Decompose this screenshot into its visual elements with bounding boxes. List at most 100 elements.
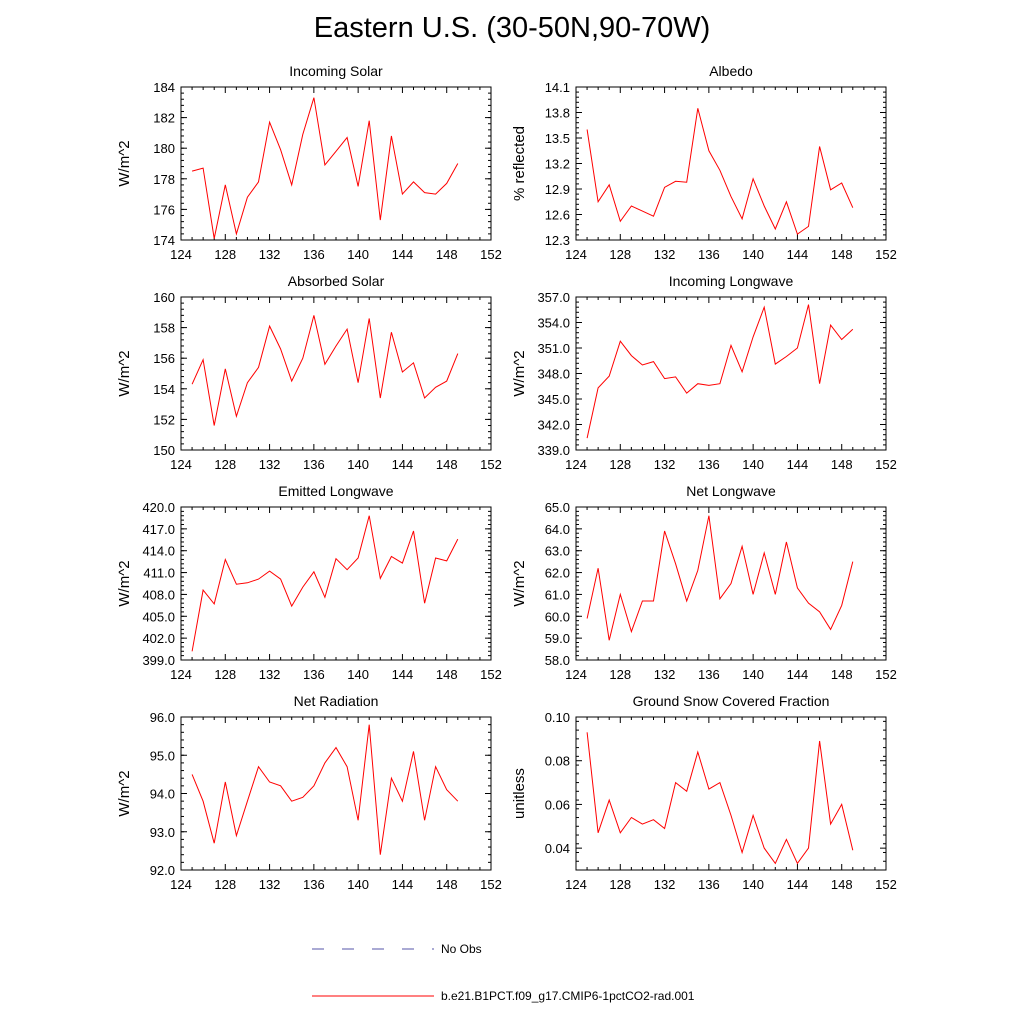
x-tick-label: 128 (214, 667, 236, 682)
x-tick-label: 148 (831, 877, 853, 892)
series-line (191, 315, 459, 426)
y-tick-label: 405.0 (142, 609, 175, 624)
y-axis-label: W/m^2 (511, 350, 528, 396)
y-axis-label: W/m^2 (116, 350, 133, 396)
x-tick-label: 128 (214, 457, 236, 472)
x-tick-label: 132 (259, 247, 281, 262)
x-tick-label: 132 (259, 457, 281, 472)
series-line (191, 724, 459, 855)
y-tick-label: 342.0 (537, 418, 570, 433)
x-tick-label: 132 (654, 667, 676, 682)
y-axis-label: W/m^2 (511, 560, 528, 606)
chart-panel: Incoming Longwave W/m^2 124 128 132 136 140 144… (511, 273, 897, 472)
x-tick-label: 136 (698, 247, 720, 262)
y-axis-label: W/m^2 (116, 770, 133, 816)
y-tick-label: 94.0 (150, 787, 175, 802)
y-tick-label: 12.6 (545, 208, 570, 223)
x-tick-label: 132 (654, 877, 676, 892)
x-tick-label: 144 (787, 667, 809, 682)
chart-panel: Net Longwave W/m^2 124 128 132 136 140 144 148 15… (511, 483, 897, 682)
legend: No Obs b.e21.B1PCT.f09_g17.CMIP6-1pctCO2… (312, 942, 695, 1003)
x-tick-label: 152 (875, 247, 897, 262)
chart-panel: Albedo % reflected 124 128 132 136 140 144 148 15… (511, 63, 897, 262)
x-tick-label: 148 (436, 457, 458, 472)
x-tick-label: 140 (347, 457, 369, 472)
y-tick-label: 158 (153, 321, 175, 336)
y-tick-label: 354.0 (537, 316, 570, 331)
x-tick-label: 152 (875, 667, 897, 682)
x-tick-label: 136 (698, 667, 720, 682)
x-tick-label: 152 (875, 457, 897, 472)
y-tick-label: 12.3 (545, 233, 570, 248)
x-tick-label: 124 (565, 667, 587, 682)
panel-title: Incoming Longwave (669, 273, 794, 289)
x-tick-label: 136 (303, 667, 325, 682)
x-tick-label: 124 (170, 247, 192, 262)
y-tick-label: 414.0 (142, 544, 175, 559)
plot-frame (180, 296, 492, 451)
y-tick-label: 345.0 (537, 392, 570, 407)
x-tick-label: 136 (303, 247, 325, 262)
y-tick-label: 0.08 (545, 754, 570, 769)
series-line (586, 732, 854, 865)
x-tick-label: 144 (392, 877, 414, 892)
y-tick-label: 411.0 (143, 566, 175, 581)
y-tick-label: 180 (153, 141, 175, 156)
chart-panel: Ground Snow Covered Fraction unitless 124 1… (511, 693, 897, 892)
x-tick-label: 140 (347, 667, 369, 682)
y-tick-label: 351.0 (537, 341, 570, 356)
series-line (586, 515, 854, 641)
y-tick-label: 408.0 (142, 587, 175, 602)
x-tick-label: 148 (436, 247, 458, 262)
y-tick-label: 13.5 (545, 131, 570, 146)
x-tick-label: 148 (831, 457, 853, 472)
x-tick-label: 148 (436, 877, 458, 892)
x-tick-label: 124 (565, 247, 587, 262)
x-tick-label: 140 (742, 667, 764, 682)
y-tick-label: 13.2 (545, 157, 570, 172)
y-tick-label: 64.0 (545, 522, 570, 537)
x-tick-label: 132 (654, 457, 676, 472)
x-tick-label: 128 (214, 247, 236, 262)
panel-title: Albedo (709, 63, 753, 79)
x-tick-label: 148 (831, 667, 853, 682)
x-tick-label: 124 (565, 457, 587, 472)
y-tick-label: 339.0 (537, 443, 570, 458)
y-tick-label: 182 (153, 111, 175, 126)
y-tick-label: 160 (153, 290, 175, 305)
series-line (191, 515, 459, 652)
y-tick-label: 14.1 (545, 80, 570, 95)
x-tick-label: 136 (698, 457, 720, 472)
x-tick-label: 148 (436, 667, 458, 682)
chart-panels: Incoming Solar W/m^2 124 128 132 136 140 144 148… (116, 63, 897, 892)
y-tick-label: 61.0 (545, 587, 570, 602)
x-tick-label: 124 (170, 877, 192, 892)
y-tick-label: 93.0 (150, 825, 175, 840)
y-tick-label: 0.04 (545, 841, 570, 856)
x-tick-label: 124 (170, 667, 192, 682)
y-tick-label: 0.06 (545, 797, 570, 812)
y-tick-label: 12.9 (545, 182, 570, 197)
x-tick-label: 152 (480, 457, 502, 472)
x-tick-label: 140 (742, 457, 764, 472)
chart-panel: Incoming Solar W/m^2 124 128 132 136 140 144 148… (116, 63, 502, 262)
x-tick-label: 128 (609, 247, 631, 262)
y-tick-label: 58.0 (545, 653, 570, 668)
y-axis-label: W/m^2 (116, 560, 133, 606)
x-tick-label: 144 (787, 247, 809, 262)
panel-title: Ground Snow Covered Fraction (633, 693, 830, 709)
page-title: Eastern U.S. (30-50N,90-70W) (313, 12, 711, 44)
x-tick-label: 128 (609, 667, 631, 682)
x-tick-label: 144 (787, 457, 809, 472)
y-tick-label: 184 (153, 80, 175, 95)
y-tick-label: 357.0 (537, 290, 570, 305)
y-tick-label: 62.0 (545, 566, 570, 581)
x-tick-label: 128 (214, 877, 236, 892)
x-tick-label: 152 (480, 877, 502, 892)
y-axis-label: W/m^2 (116, 140, 133, 186)
plot-frame (180, 86, 492, 241)
y-tick-label: 92.0 (150, 863, 175, 878)
x-tick-label: 140 (347, 247, 369, 262)
x-tick-label: 128 (609, 457, 631, 472)
y-tick-label: 417.0 (142, 522, 175, 537)
